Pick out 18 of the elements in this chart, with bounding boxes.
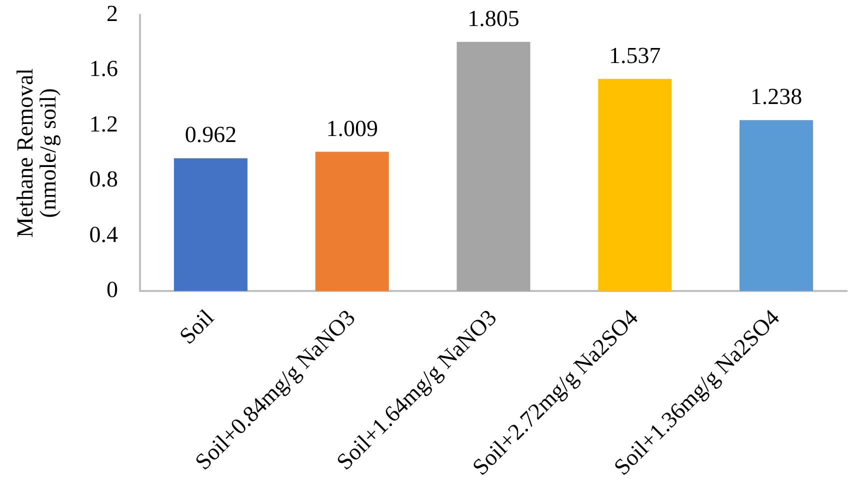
- bar: [456, 42, 530, 291]
- bar: [740, 120, 814, 291]
- bar: [315, 152, 389, 291]
- y-tick-label: 0.8: [89, 166, 118, 192]
- y-tick-label: 0.4: [89, 222, 118, 247]
- y-tick-label: 0: [106, 277, 118, 302]
- y-tick-label: 1.6: [89, 56, 118, 82]
- data-label: 1.805: [468, 6, 520, 31]
- data-label: 0.962: [184, 122, 237, 148]
- y-axis-title: Methane Removal (nmole/g soil): [12, 68, 61, 238]
- bar: [174, 158, 248, 291]
- y-tick-label: 2: [106, 1, 118, 26]
- y-tick-label: 1.2: [89, 111, 118, 136]
- bar: [598, 78, 672, 291]
- data-label: 1.009: [326, 116, 378, 141]
- x-tick-label: Soil: [174, 304, 219, 349]
- data-label: 1.238: [750, 84, 802, 110]
- data-label: 1.537: [609, 42, 661, 68]
